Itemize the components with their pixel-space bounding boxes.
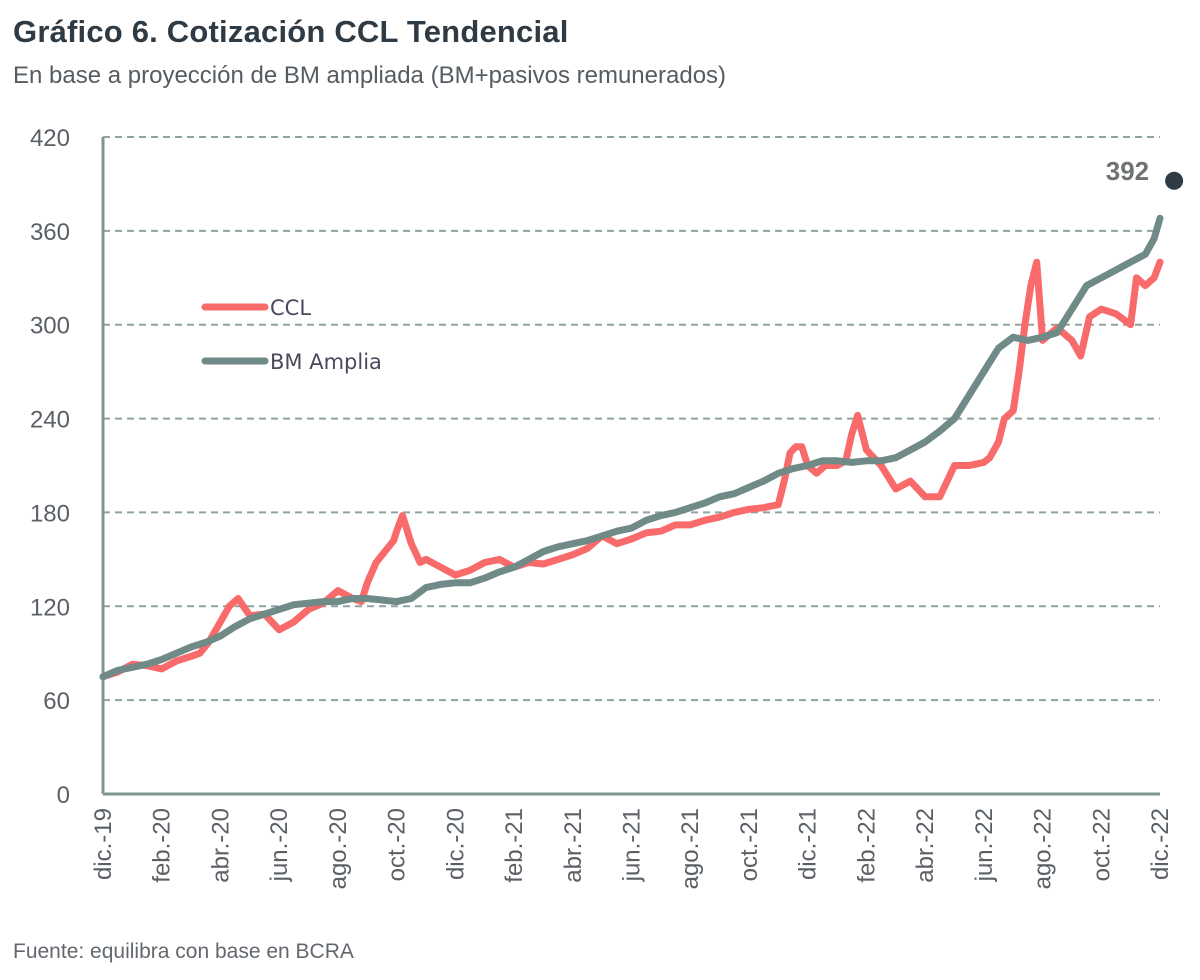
legend-label-ccl: CCL (270, 296, 311, 320)
axes (101, 137, 1160, 796)
x-tick-label: oct.-21 (736, 808, 763, 881)
x-tick-label: ago.-22 (1030, 808, 1057, 889)
x-tick-label: dic.-21 (795, 808, 822, 880)
grid-lines (103, 136, 1160, 702)
x-tick-label: oct.-20 (384, 808, 411, 881)
x-tick-label: ago.-21 (677, 808, 704, 889)
x-tick-label: feb.-20 (149, 808, 176, 883)
x-tick-label: abr.-20 (207, 808, 234, 883)
y-tick-label: 60 (43, 688, 70, 715)
x-tick-label: feb.-22 (853, 808, 880, 883)
chart-title: Gráfico 6. Cotización CCL Tendencial (13, 14, 569, 49)
x-tick-label: feb.-21 (501, 808, 528, 883)
annotations: 392 (1106, 156, 1184, 190)
y-tick-label: 360 (30, 219, 70, 246)
x-tick-label: abr.-22 (912, 808, 939, 883)
y-tick-label: 120 (30, 594, 70, 621)
chart-subtitle: En base a proyección de BM ampliada (BM+… (13, 62, 727, 89)
x-tick-label: jun.-22 (971, 808, 998, 882)
series-line-ccl (99, 258, 1164, 681)
x-tick-label: dic.-20 (442, 808, 469, 880)
target-point-label: 392 (1106, 156, 1149, 186)
x-tick-label: oct.-22 (1088, 808, 1115, 881)
series-lines (99, 214, 1164, 681)
series-line-bm-amplia (99, 214, 1164, 681)
x-axis-ticks: dic.-19 feb.-20 abr.-20 jun.-20 ago.-20 oct.-… (90, 808, 1174, 889)
x-tick-label: ago.-20 (325, 808, 352, 889)
source-note: Fuente: equilibra con base en BCRA (13, 940, 354, 963)
y-tick-label: 300 (30, 313, 70, 340)
x-tick-label: jun.-21 (619, 808, 646, 882)
y-tick-label: 0 (57, 782, 70, 809)
x-tick-label: abr.-21 (560, 808, 587, 883)
x-tick-label: dic.-22 (1147, 808, 1174, 880)
y-tick-label: 180 (30, 500, 70, 527)
y-axis-ticks: 0 60 120 180 240 300 360 420 (30, 125, 70, 809)
legend: CCL BM Amplia (201, 296, 382, 374)
x-tick-label: jun.-20 (266, 808, 293, 882)
target-point-marker (1165, 171, 1184, 190)
y-tick-label: 240 (30, 407, 70, 434)
x-tick-label: dic.-19 (90, 808, 117, 880)
y-tick-label: 420 (30, 125, 70, 152)
legend-label-bm-amplia: BM Amplia (270, 350, 382, 374)
